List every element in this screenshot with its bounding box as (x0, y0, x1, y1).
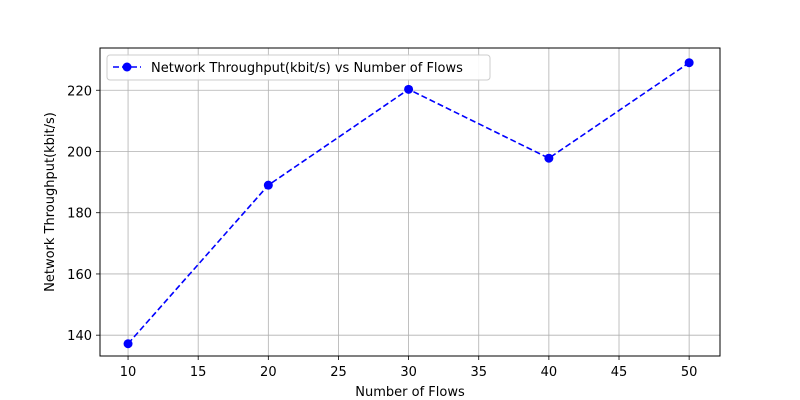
x-tick-label: 15 (190, 365, 207, 380)
y-axis-label: Network Throughput(kbit/s) (43, 112, 58, 292)
plot-area (99, 47, 721, 357)
x-tick-label: 20 (260, 365, 277, 380)
series-layer (123, 58, 694, 349)
y-tick-label: 220 (67, 84, 92, 99)
x-tick-label: 25 (330, 365, 347, 380)
x-tick-label: 40 (541, 365, 558, 380)
data-point (263, 180, 273, 190)
legend-label: Network Throughput(kbit/s) vs Number of … (151, 61, 463, 76)
x-tick-label: 35 (470, 365, 487, 380)
y-tick-label: 180 (67, 207, 92, 222)
legend: Network Throughput(kbit/s) vs Number of … (106, 54, 491, 81)
x-axis-label: Number of Flows (355, 385, 465, 400)
data-point (123, 339, 133, 349)
y-tick-label: 200 (67, 145, 92, 160)
axis-ticks: 10 15 20 25 30 35 40 45 50 140 160 180 200 220 (67, 84, 697, 380)
legend-marker (122, 62, 132, 72)
x-tick-label: 45 (611, 365, 628, 380)
x-tick-label: 30 (400, 365, 417, 380)
x-tick-label: 10 (120, 365, 137, 380)
data-point (544, 153, 554, 163)
data-point (404, 84, 414, 94)
x-tick-label: 50 (681, 365, 698, 380)
y-tick-label: 140 (67, 329, 92, 344)
legend-box (106, 54, 491, 81)
y-tick-label: 160 (67, 268, 92, 283)
data-point (684, 58, 694, 68)
